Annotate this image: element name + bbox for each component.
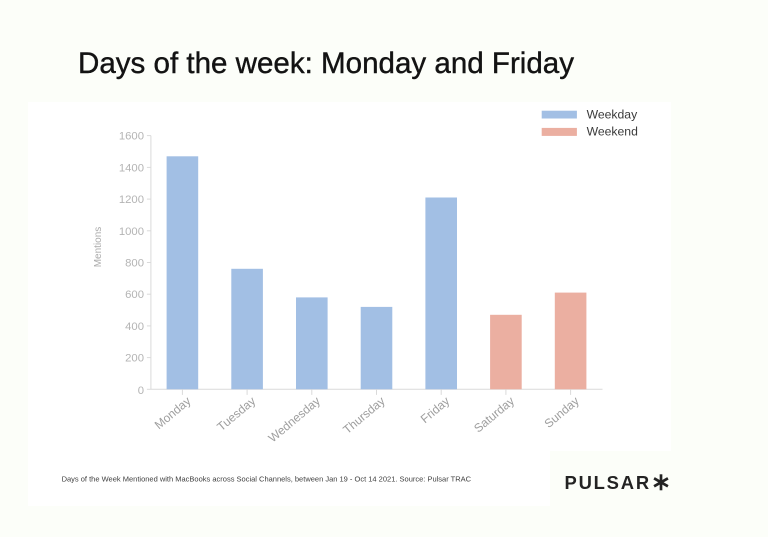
svg-text:Thursday: Thursday	[340, 394, 387, 437]
svg-text:Wednesday: Wednesday	[266, 394, 323, 445]
svg-text:Days of the Week Mentioned wit: Days of the Week Mentioned with MacBooks…	[62, 475, 472, 484]
svg-text:1200: 1200	[119, 194, 144, 206]
svg-text:Days of the week: Monday and F: Days of the week: Monday and Friday	[78, 47, 574, 80]
svg-text:Weekend: Weekend	[587, 125, 638, 139]
svg-text:1400: 1400	[119, 162, 144, 174]
svg-text:1600: 1600	[119, 131, 144, 143]
svg-text:800: 800	[125, 258, 144, 270]
svg-text:Mentions: Mentions	[93, 227, 104, 268]
svg-text:0: 0	[138, 385, 144, 397]
svg-text:PULSAR: PULSAR	[565, 472, 651, 493]
svg-text:200: 200	[125, 353, 144, 365]
svg-text:Sunday: Sunday	[542, 394, 582, 431]
svg-text:Saturday: Saturday	[471, 394, 517, 436]
svg-text:600: 600	[125, 289, 144, 301]
svg-text:1000: 1000	[119, 226, 144, 238]
svg-text:Tuesday: Tuesday	[214, 394, 258, 434]
svg-text:Friday: Friday	[418, 394, 453, 426]
svg-text:Monday: Monday	[152, 394, 194, 432]
svg-text:400: 400	[125, 321, 144, 333]
svg-text:Weekday: Weekday	[587, 107, 638, 121]
